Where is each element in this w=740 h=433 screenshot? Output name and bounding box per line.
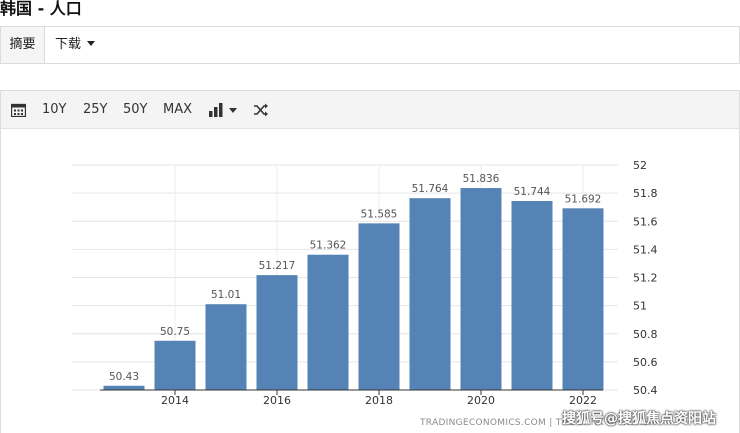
bar-value-label: 51.744 (514, 186, 551, 198)
x-tick-label: 2020 (467, 394, 495, 407)
bar-value-label: 51.836 (463, 173, 500, 185)
range-10y-button[interactable]: 10Y (42, 102, 67, 117)
y-tick-label: 50.8 (633, 328, 658, 341)
download-label: 下载 (55, 37, 82, 52)
x-tick-label: 2018 (365, 394, 393, 407)
bar-value-label: 51.217 (259, 260, 296, 272)
y-tick-label: 51.8 (633, 187, 658, 200)
bar-value-label: 50.43 (109, 371, 139, 383)
x-tick-label: 2014 (161, 394, 189, 407)
range-max-button[interactable]: MAX (163, 102, 193, 117)
shuffle-icon[interactable] (253, 102, 269, 118)
download-menu[interactable]: 下载 (55, 27, 96, 63)
caret-down-icon (87, 41, 96, 46)
population-bar-chart: 50.4 50.6 50.8 51 51.2 51.4 51.6 51.8 52 50.43 50.… (72, 159, 658, 407)
y-tick-label: 51.4 (633, 243, 658, 256)
source-credit: TRADINGECONOMICS.COM | THE BANK OF KOREA (420, 418, 656, 428)
bar-value-label: 50.75 (160, 326, 190, 338)
bar-2013 (103, 385, 145, 390)
x-tick-label: 2022 (569, 394, 597, 407)
bar-2015 (205, 304, 247, 390)
bar-2018 (358, 223, 400, 390)
bar-value-label: 51.585 (361, 208, 398, 220)
bar-chart-icon[interactable] (209, 103, 223, 117)
page-title: 韩国 - 人口 (0, 0, 82, 18)
y-tick-label: 52 (633, 159, 647, 172)
y-tick-label: 50.4 (633, 384, 658, 397)
tab-bar: 摘要 下载 (0, 26, 740, 64)
range-50y-button[interactable]: 50Y (123, 102, 148, 117)
chart-type-caret-icon[interactable] (229, 108, 237, 113)
bar-2020 (460, 188, 502, 390)
tab-summary[interactable]: 摘要 (1, 27, 45, 63)
chart-toolbar: 10Y 25Y 50Y MAX (1, 91, 739, 129)
calendar-icon[interactable] (11, 103, 26, 117)
bar-2014 (154, 340, 196, 390)
x-tick-label: 2016 (263, 394, 291, 407)
bar-2021 (511, 201, 553, 390)
bar-value-label: 51.362 (310, 240, 347, 252)
bar-value-label: 51.764 (412, 183, 449, 195)
bar-value-label: 51.01 (211, 289, 241, 301)
y-tick-label: 51.2 (633, 272, 658, 285)
y-tick-label: 51.6 (633, 215, 658, 228)
bar-2022 (562, 208, 604, 390)
tab-summary-label: 摘要 (9, 37, 36, 52)
bar-2017 (307, 254, 349, 390)
bar-value-label: 51.692 (565, 193, 602, 205)
y-tick-label: 51 (633, 300, 647, 313)
watermark: 搜狐号@搜狐焦点资阳站 (562, 411, 716, 427)
bar-2019 (409, 198, 451, 390)
range-25y-button[interactable]: 25Y (83, 102, 108, 117)
y-tick-label: 50.6 (633, 356, 658, 369)
bar-2016 (256, 275, 298, 390)
